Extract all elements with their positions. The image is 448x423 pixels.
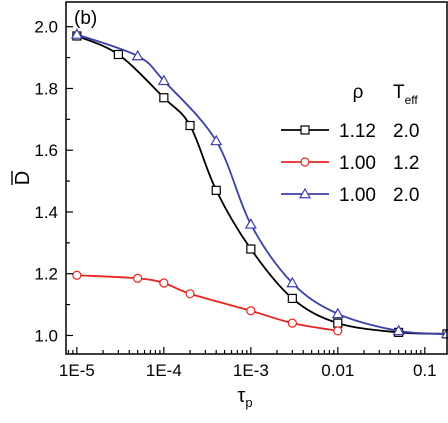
data-point <box>185 289 195 299</box>
data-point <box>286 276 299 288</box>
y-tick-label: 1.0 <box>34 326 58 345</box>
legend-header-teff: Teff <box>393 82 418 107</box>
y-tick-label: 2.0 <box>34 18 58 37</box>
data-point <box>287 318 297 328</box>
legend-rho-value: 1.00 <box>339 185 376 206</box>
data-point <box>70 28 83 39</box>
data-point <box>159 278 169 288</box>
legend-entry-3: 1.00 2.0 <box>281 185 419 206</box>
data-point <box>246 244 256 254</box>
data-point <box>331 307 344 319</box>
legend: ρ Teff 1.12 2.0 1.00 1.2 1.00 2.0 <box>281 82 419 206</box>
legend-teff-value: 1.2 <box>393 153 419 174</box>
data-point <box>210 134 223 146</box>
y-tick-label: 1.2 <box>34 265 58 284</box>
y-tick-label: 1.8 <box>34 79 58 98</box>
series-layer <box>70 28 448 339</box>
data-point <box>333 318 343 328</box>
data-point <box>287 293 297 304</box>
data-point <box>159 93 169 103</box>
data-point <box>185 120 195 131</box>
x-tick-label: 0.1 <box>413 361 437 380</box>
y-tick-label: 1.4 <box>34 203 58 222</box>
legend-header-rho: ρ <box>353 82 364 103</box>
series-line <box>76 35 448 335</box>
x-axis-title: τp <box>237 385 252 410</box>
legend-entry-1: 1.12 2.0 <box>281 121 419 142</box>
series-1 <box>72 31 448 339</box>
panel-label: (b) <box>74 8 97 29</box>
data-point <box>392 324 405 336</box>
legend-rho-value: 1.00 <box>339 153 376 174</box>
x-tick-label: 1E-3 <box>233 361 269 380</box>
series-2 <box>72 270 343 336</box>
data-point <box>211 185 221 195</box>
data-point <box>113 49 123 60</box>
legend-teff-value: 2.0 <box>393 121 419 142</box>
data-point <box>72 270 82 280</box>
x-tick-label: 1E-4 <box>146 361 182 380</box>
legend-teff-value: 2.0 <box>393 185 419 206</box>
data-point <box>131 49 144 61</box>
x-tick-label: 0.01 <box>321 361 354 380</box>
data-point <box>157 74 170 86</box>
series-line <box>76 33 448 335</box>
series-3 <box>70 28 448 339</box>
data-point <box>133 273 143 283</box>
data-point <box>246 306 256 316</box>
axes: 1E-5 1E-4 1E-3 0.01 0.1 1.0 1.2 1.4 1.6 1.8 2.0 (b)… <box>11 1 448 410</box>
y-tick-label: 1.6 <box>34 141 58 160</box>
legend-marker <box>298 187 312 199</box>
data-point <box>333 326 343 336</box>
legend-marker <box>300 157 310 167</box>
plot-frame <box>65 1 448 355</box>
legend-rho-value: 1.12 <box>339 121 376 142</box>
data-point <box>244 218 257 229</box>
x-tick-label: 1E-5 <box>59 361 95 380</box>
y-axis-title: D <box>12 171 34 185</box>
legend-entry-2: 1.00 1.2 <box>281 153 419 174</box>
legend-marker <box>300 125 310 135</box>
